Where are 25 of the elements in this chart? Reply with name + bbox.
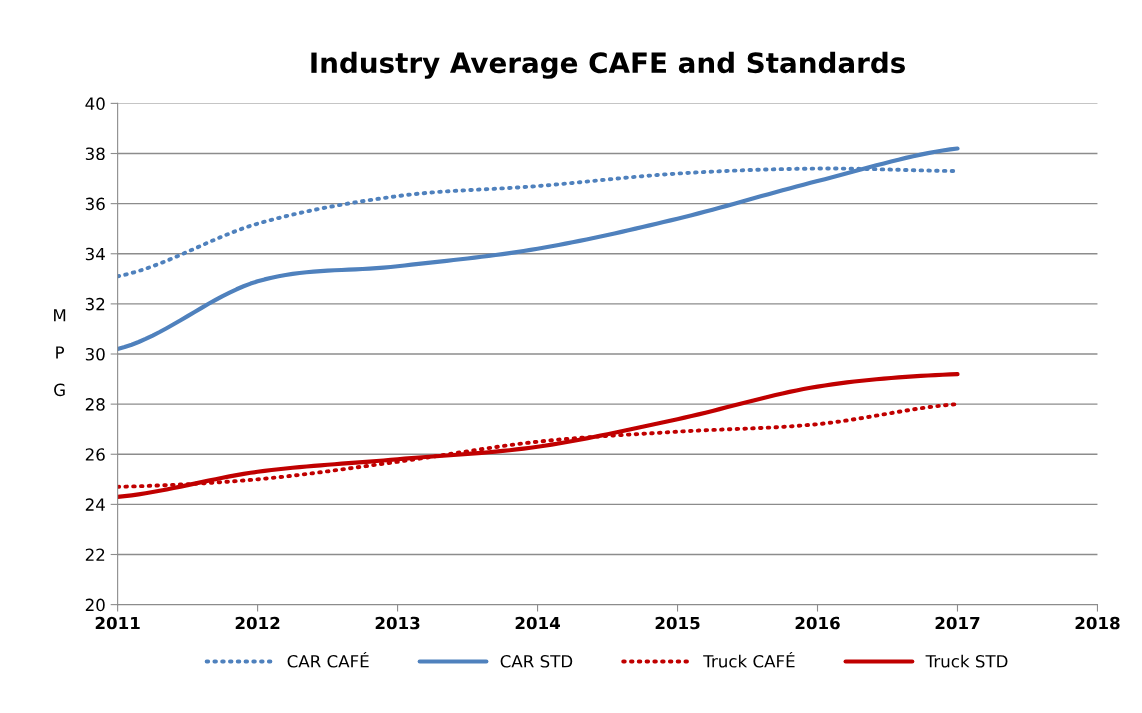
y-tick-label: 26 bbox=[85, 448, 105, 461]
x-tick-label: 2018 bbox=[1075, 616, 1120, 630]
x-tick-label: 2015 bbox=[655, 616, 700, 630]
y-tick-label: 24 bbox=[85, 498, 105, 511]
legend-label: Truck CAFÉ bbox=[703, 651, 795, 668]
x-tick-label: 2017 bbox=[935, 616, 980, 630]
x-tick-label: 2011 bbox=[95, 616, 140, 630]
y-tick-label: 30 bbox=[85, 347, 105, 361]
legend-label: CAR STD bbox=[500, 655, 573, 668]
x-tick-label: 2014 bbox=[515, 616, 560, 630]
y-tick-label: 36 bbox=[85, 197, 105, 211]
x-tick-label: 2012 bbox=[235, 616, 280, 630]
y-tick-label: 40 bbox=[85, 97, 105, 110]
legend-label: Truck STD bbox=[925, 654, 1008, 668]
y-tick-label: 32 bbox=[85, 297, 105, 311]
y-tick-label: 34 bbox=[85, 247, 105, 261]
legend-label: CAR CAFÉ bbox=[287, 651, 369, 668]
chart-title: Industry Average CAFE and Standards bbox=[311, 51, 905, 79]
x-tick-label: 2016 bbox=[795, 616, 840, 630]
y-tick-label: 20 bbox=[85, 598, 105, 612]
y-tick-label: 28 bbox=[85, 398, 105, 411]
y-tick-label: 38 bbox=[85, 147, 105, 161]
text: MPG bbox=[54, 309, 66, 397]
y-tick-label: 22 bbox=[85, 548, 105, 561]
x-tick-label: 2013 bbox=[375, 616, 420, 630]
